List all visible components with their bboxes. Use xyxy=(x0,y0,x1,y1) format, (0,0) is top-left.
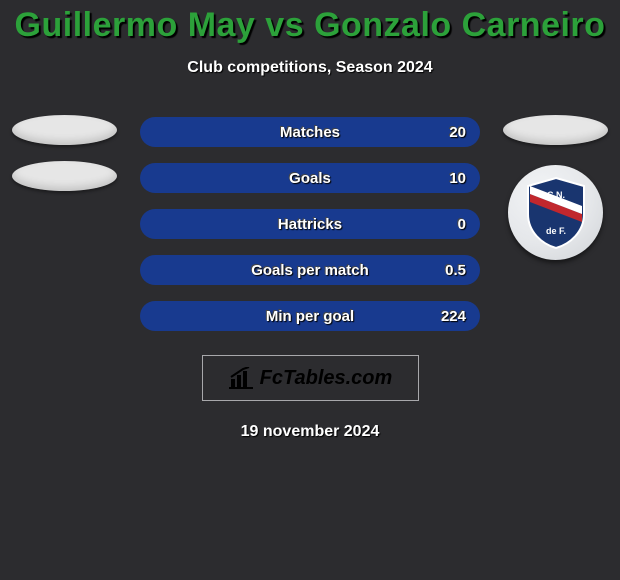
bar-chart-icon xyxy=(228,367,254,389)
placeholder-ellipse xyxy=(503,115,608,145)
stat-bar: Min per goal 224 xyxy=(140,301,480,331)
stat-bar: Hattricks 0 xyxy=(140,209,480,239)
placeholder-ellipse xyxy=(12,115,117,145)
shield-icon: C.N. de F. xyxy=(524,176,588,250)
stat-value-right: 20 xyxy=(449,124,466,141)
comparison-title: Guillermo May vs Gonzalo Carneiro xyxy=(0,0,620,45)
stat-label: Min per goal xyxy=(266,308,354,325)
club-badge: C.N. de F. xyxy=(508,165,603,260)
player1-name: Guillermo May xyxy=(15,6,256,44)
stat-label: Goals per match xyxy=(251,262,369,279)
stat-label: Goals xyxy=(289,170,331,187)
placeholder-ellipse xyxy=(12,161,117,191)
player2-name: Gonzalo Carneiro xyxy=(314,6,605,44)
stat-label: Hattricks xyxy=(278,216,342,233)
date-label: 19 november 2024 xyxy=(0,423,620,441)
svg-text:de F.: de F. xyxy=(545,226,565,236)
branding-box: FcTables.com xyxy=(202,355,419,401)
stat-bars: Matches 20 Goals 10 Hattricks 0 Goals pe… xyxy=(140,117,480,331)
subtitle: Club competitions, Season 2024 xyxy=(0,59,620,77)
right-column: C.N. de F. xyxy=(503,115,608,260)
stat-value-right: 0.5 xyxy=(445,262,466,279)
stat-label: Matches xyxy=(280,124,340,141)
stat-value-right: 0 xyxy=(458,216,466,233)
svg-text:C.N.: C.N. xyxy=(547,190,565,200)
stats-area: C.N. de F. Matches 20 Goals 10 Hattricks… xyxy=(0,117,620,331)
stat-bar: Goals per match 0.5 xyxy=(140,255,480,285)
vs-separator: vs xyxy=(265,6,304,44)
stat-value-right: 10 xyxy=(449,170,466,187)
stat-bar: Matches 20 xyxy=(140,117,480,147)
left-placeholder-column xyxy=(12,115,117,191)
stat-bar: Goals 10 xyxy=(140,163,480,193)
stat-value-right: 224 xyxy=(441,308,466,325)
branding-text: FcTables.com xyxy=(260,367,393,390)
